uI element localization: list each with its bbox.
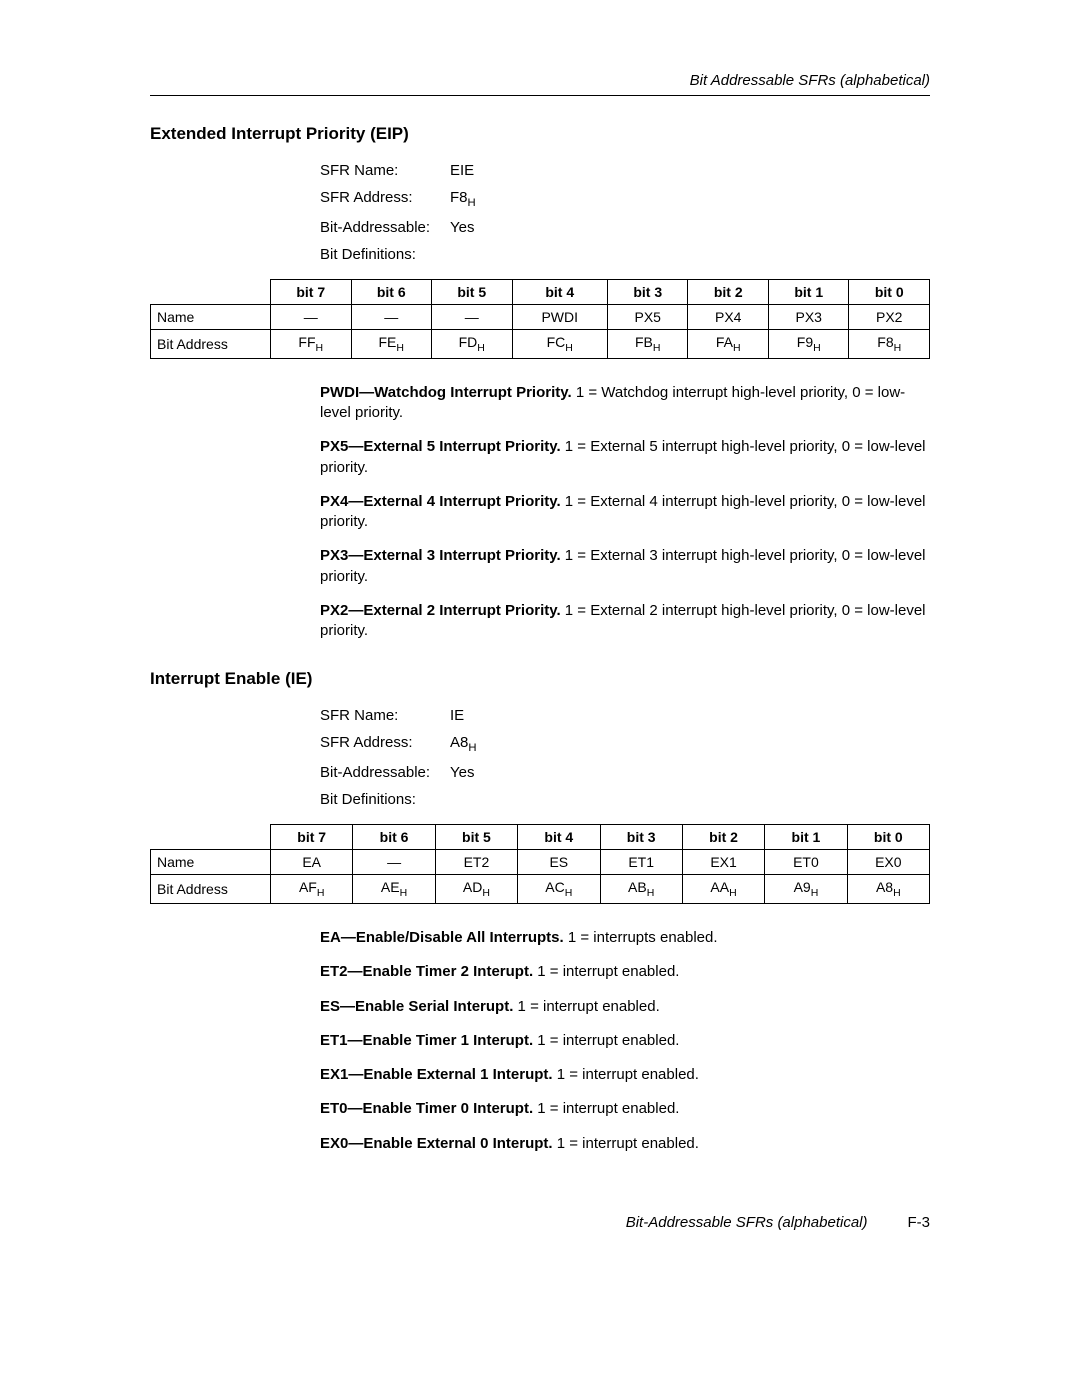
ie-name-bit0: EX0	[847, 850, 929, 875]
eip-hdr-bit0: bit 0	[849, 280, 930, 305]
eip-desc-px3: PX3—External 3 Interrupt Priority. 1 = E…	[320, 546, 930, 587]
eip-name-bit4: PWDI	[512, 305, 607, 330]
ie-hdr-bit1: bit 1	[765, 825, 847, 850]
eip-meta: SFR Name: EIE SFR Address: F8H Bit-Addre…	[320, 162, 930, 263]
ie-sfr-addr-value: A8H	[450, 734, 476, 754]
eip-hdr-bit2: bit 2	[688, 280, 769, 305]
ie-addr-rowlabel: Bit Address	[151, 875, 271, 904]
ie-desc-ex0: EX0—Enable External 0 Interupt. 1 = inte…	[320, 1134, 930, 1154]
eip-hdr-bit4: bit 4	[512, 280, 607, 305]
ie-desc-ex1: EX1—Enable External 1 Interupt. 1 = inte…	[320, 1065, 930, 1085]
eip-name-rowlabel: Name	[151, 305, 271, 330]
eip-hdr-bit6: bit 6	[351, 280, 432, 305]
eip-sfr-addr-value: F8H	[450, 189, 476, 209]
ie-addr-bit0: A8H	[847, 875, 929, 904]
eip-name-bit0: PX2	[849, 305, 930, 330]
eip-desc-px5: PX5—External 5 Interrupt Priority. 1 = E…	[320, 437, 930, 478]
ie-sfr-name-value: IE	[450, 707, 464, 724]
eip-hdr-bit1: bit 1	[768, 280, 849, 305]
ie-bitaddr-label: Bit-Addressable:	[320, 764, 450, 781]
ie-bitaddr-value: Yes	[450, 764, 474, 781]
running-header: Bit Addressable SFRs (alphabetical)	[150, 72, 930, 89]
eip-name-bit6: —	[351, 305, 432, 330]
ie-addr-bit5: ADH	[435, 875, 517, 904]
eip-name-bit5: —	[432, 305, 513, 330]
ie-hdr-bit4: bit 4	[518, 825, 600, 850]
page-footer: Bit-Addressable SFRs (alphabetical) F-3	[150, 1214, 930, 1231]
eip-desc-px4: PX4—External 4 Interrupt Priority. 1 = E…	[320, 492, 930, 533]
ie-name-bit2: EX1	[682, 850, 764, 875]
eip-addr-row: Bit Address FFH FEH FDH FCH FBH FAH F9H …	[151, 330, 930, 359]
ie-desc-ea: EA—Enable/Disable All Interrupts. 1 = in…	[320, 928, 930, 948]
ie-hdr-bit3: bit 3	[600, 825, 682, 850]
eip-addr-bit4: FCH	[512, 330, 607, 359]
eip-addr-rowlabel: Bit Address	[151, 330, 271, 359]
ie-sfr-name-label: SFR Name:	[320, 707, 450, 724]
ie-addr-bit1: A9H	[765, 875, 847, 904]
eip-sfr-name-value: EIE	[450, 162, 474, 179]
eip-bitaddr-label: Bit-Addressable:	[320, 219, 450, 236]
ie-name-bit6: —	[353, 850, 435, 875]
ie-desc-et2: ET2—Enable Timer 2 Interupt. 1 = interru…	[320, 962, 930, 982]
eip-sfr-name-label: SFR Name:	[320, 162, 450, 179]
eip-addr-bit3: FBH	[607, 330, 688, 359]
ie-hdr-bit2: bit 2	[682, 825, 764, 850]
ie-addr-bit7: AFH	[271, 875, 353, 904]
eip-addr-bit5: FDH	[432, 330, 513, 359]
ie-sfr-addr-label: SFR Address:	[320, 734, 450, 754]
ie-desc-es: ES—Enable Serial Interupt. 1 = interrupt…	[320, 997, 930, 1017]
header-rule	[150, 95, 930, 96]
ie-name-bit3: ET1	[600, 850, 682, 875]
eip-addr-bit1: F9H	[768, 330, 849, 359]
eip-addr-bit7: FFH	[271, 330, 352, 359]
eip-table: bit 7 bit 6 bit 5 bit 4 bit 3 bit 2 bit …	[150, 279, 930, 359]
ie-heading: Interrupt Enable (IE)	[150, 669, 930, 689]
ie-desc-et1: ET1—Enable Timer 1 Interupt. 1 = interru…	[320, 1031, 930, 1051]
ie-addr-bit4: ACH	[518, 875, 600, 904]
eip-name-bit7: —	[271, 305, 352, 330]
eip-name-bit2: PX4	[688, 305, 769, 330]
ie-addr-row: Bit Address AFH AEH ADH ACH ABH AAH A9H …	[151, 875, 930, 904]
eip-hdr-bit3: bit 3	[607, 280, 688, 305]
eip-header-row: bit 7 bit 6 bit 5 bit 4 bit 3 bit 2 bit …	[151, 280, 930, 305]
eip-addr-bit0: F8H	[849, 330, 930, 359]
ie-desc-et0: ET0—Enable Timer 0 Interupt. 1 = interru…	[320, 1099, 930, 1119]
ie-bitdef-label: Bit Definitions:	[320, 791, 450, 808]
eip-desc-px2: PX2—External 2 Interrupt Priority. 1 = E…	[320, 601, 930, 642]
ie-addr-bit2: AAH	[682, 875, 764, 904]
ie-meta: SFR Name: IE SFR Address: A8H Bit-Addres…	[320, 707, 930, 808]
eip-hdr-bit7: bit 7	[271, 280, 352, 305]
eip-heading: Extended Interrupt Priority (EIP)	[150, 124, 930, 144]
footer-page-number: F-3	[908, 1214, 931, 1231]
ie-table: bit 7 bit 6 bit 5 bit 4 bit 3 bit 2 bit …	[150, 824, 930, 904]
ie-hdr-bit6: bit 6	[353, 825, 435, 850]
ie-header-row: bit 7 bit 6 bit 5 bit 4 bit 3 bit 2 bit …	[151, 825, 930, 850]
ie-name-bit1: ET0	[765, 850, 847, 875]
footer-title: Bit-Addressable SFRs (alphabetical)	[626, 1214, 868, 1231]
ie-hdr-bit0: bit 0	[847, 825, 929, 850]
ie-name-bit7: EA	[271, 850, 353, 875]
eip-desc-pwdi: PWDI—Watchdog Interrupt Priority. 1 = Wa…	[320, 383, 930, 424]
eip-name-row: Name — — — PWDI PX5 PX4 PX3 PX2	[151, 305, 930, 330]
ie-addr-bit3: ABH	[600, 875, 682, 904]
ie-addr-bit6: AEH	[353, 875, 435, 904]
ie-name-bit5: ET2	[435, 850, 517, 875]
eip-hdr-bit5: bit 5	[432, 280, 513, 305]
ie-hdr-bit5: bit 5	[435, 825, 517, 850]
ie-name-bit4: ES	[518, 850, 600, 875]
eip-bitdef-label: Bit Definitions:	[320, 246, 450, 263]
eip-name-bit3: PX5	[607, 305, 688, 330]
eip-sfr-addr-label: SFR Address:	[320, 189, 450, 209]
ie-name-row: Name EA — ET2 ES ET1 EX1 ET0 EX0	[151, 850, 930, 875]
ie-name-rowlabel: Name	[151, 850, 271, 875]
eip-name-bit1: PX3	[768, 305, 849, 330]
eip-addr-bit6: FEH	[351, 330, 432, 359]
eip-addr-bit2: FAH	[688, 330, 769, 359]
eip-bitaddr-value: Yes	[450, 219, 474, 236]
ie-hdr-bit7: bit 7	[271, 825, 353, 850]
